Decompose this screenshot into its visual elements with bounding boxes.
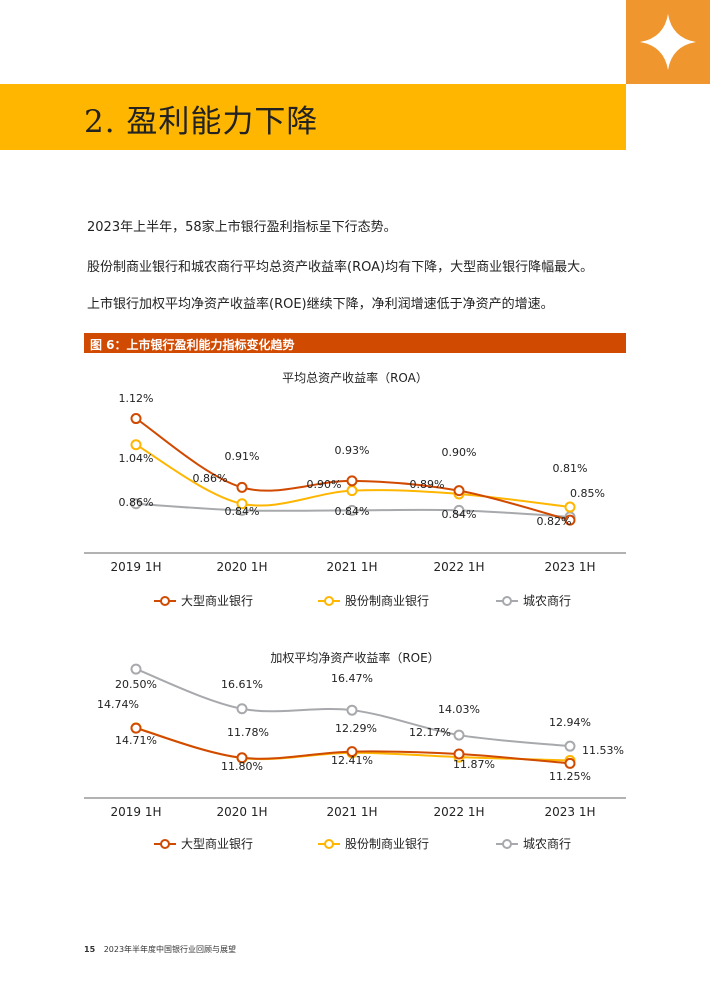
data-point xyxy=(564,757,576,769)
x-tick-label: 2021 1H xyxy=(326,560,377,574)
legend-marker xyxy=(502,839,512,849)
figure-title: 图 6：上市银行盈利能力指标变化趋势 xyxy=(90,338,295,352)
data-label: 16.47% xyxy=(331,672,373,685)
data-point xyxy=(236,752,248,764)
data-label: 0.91% xyxy=(225,450,260,463)
x-tick-label: 2022 1H xyxy=(433,805,484,819)
legend-marker xyxy=(160,596,170,606)
data-label: 11.80% xyxy=(221,760,263,773)
data-point xyxy=(453,504,465,516)
data-point xyxy=(236,703,248,715)
legend-label: 股份制商业银行 xyxy=(345,836,429,851)
x-tick-label: 2020 1H xyxy=(216,805,267,819)
data-point xyxy=(236,481,248,493)
section-title: 2. 盈利能力下降 xyxy=(84,104,319,140)
data-point xyxy=(130,498,142,510)
page-number: 15 xyxy=(84,945,96,954)
data-point xyxy=(453,748,465,760)
data-point xyxy=(346,704,358,716)
data-label: 14.74% xyxy=(97,698,139,711)
page-footer: 15 2023年半年度中国银行业回顾与展望 xyxy=(84,944,236,955)
paragraph-1: 2023年上半年，58家上市银行盈利指标呈下行态势。 xyxy=(87,220,397,235)
legend-marker xyxy=(324,839,334,849)
corner-logo-block xyxy=(626,0,710,84)
data-label: 12.17% xyxy=(409,726,451,739)
data-label: 0.81% xyxy=(553,462,588,475)
sparkle-icon xyxy=(640,14,696,70)
data-label: 0.90% xyxy=(442,446,477,459)
legend-marker xyxy=(502,596,512,606)
data-label: 20.50% xyxy=(115,678,157,691)
data-label: 1.12% xyxy=(119,392,154,405)
data-point xyxy=(346,746,358,758)
x-tick-label: 2022 1H xyxy=(433,560,484,574)
data-label: 0.89% xyxy=(410,478,445,491)
legend-label: 大型商业银行 xyxy=(181,836,253,851)
data-point xyxy=(346,485,358,497)
paragraph-3: 上市银行加权平均净资产收益率(ROE)继续下降，净利润增速低于净资产的增速。 xyxy=(87,297,554,312)
data-point xyxy=(346,475,358,487)
legend-label: 城农商行 xyxy=(523,836,571,851)
data-label: 0.82% xyxy=(537,515,572,528)
x-tick-label: 2023 1H xyxy=(544,805,595,819)
data-label: 0.84% xyxy=(335,505,370,518)
data-label: 12.94% xyxy=(549,716,591,729)
data-point xyxy=(346,504,358,516)
legend-label: 大型商业银行 xyxy=(181,593,253,608)
data-point xyxy=(130,439,142,451)
data-point xyxy=(564,740,576,752)
data-label: 11.25% xyxy=(549,770,591,783)
paragraph-2: 股份制商业银行和城农商行平均总资产收益率(ROA)均有下降，大型商业银行降幅最大… xyxy=(87,260,594,275)
legend-marker xyxy=(324,596,334,606)
data-label: 0.84% xyxy=(442,508,477,521)
data-point xyxy=(236,498,248,510)
data-label: 14.03% xyxy=(438,703,480,716)
data-label: 0.86% xyxy=(193,472,228,485)
data-label: 11.87% xyxy=(453,758,495,771)
data-label: 0.84% xyxy=(225,505,260,518)
data-label: 0.90% xyxy=(307,478,342,491)
data-label: 0.93% xyxy=(335,444,370,457)
data-label: 11.78% xyxy=(227,726,269,739)
chart-title: 加权平均净资产收益率（ROE） xyxy=(270,650,439,665)
data-label: 14.71% xyxy=(115,734,157,747)
data-point xyxy=(130,413,142,425)
legend-label: 股份制商业银行 xyxy=(345,593,429,608)
data-point xyxy=(453,729,465,741)
data-label: 0.86% xyxy=(119,496,154,509)
data-label: 12.29% xyxy=(335,722,377,735)
legend-label: 城农商行 xyxy=(523,593,571,608)
data-point xyxy=(453,485,465,497)
data-label: 16.61% xyxy=(221,678,263,691)
figure-title-band xyxy=(84,333,626,353)
x-tick-label: 2019 1H xyxy=(110,560,161,574)
x-tick-label: 2019 1H xyxy=(110,805,161,819)
chart-title: 平均总资产收益率（ROA） xyxy=(282,370,428,385)
data-label: 11.53% xyxy=(582,744,624,757)
footer-text: 2023年半年度中国银行业回顾与展望 xyxy=(103,945,237,954)
data-point xyxy=(130,722,142,734)
roa-chart: 平均总资产收益率（ROA） 2019 1H 2020 1H 2021 1H 2022 1… xyxy=(84,370,626,608)
title-band xyxy=(0,84,626,150)
data-label: 12.41% xyxy=(331,754,373,767)
x-tick-label: 2021 1H xyxy=(326,805,377,819)
x-tick-label: 2023 1H xyxy=(544,560,595,574)
data-point xyxy=(564,501,576,513)
x-tick-label: 2020 1H xyxy=(216,560,267,574)
roe-chart: 加权平均净资产收益率（ROE） 2019 1H 2020 1H 2021 1H 2022… xyxy=(84,650,626,851)
data-point xyxy=(130,663,142,675)
legend-marker xyxy=(160,839,170,849)
data-label: 0.85% xyxy=(570,487,605,500)
data-point xyxy=(564,514,576,526)
data-label: 1.04% xyxy=(119,452,154,465)
